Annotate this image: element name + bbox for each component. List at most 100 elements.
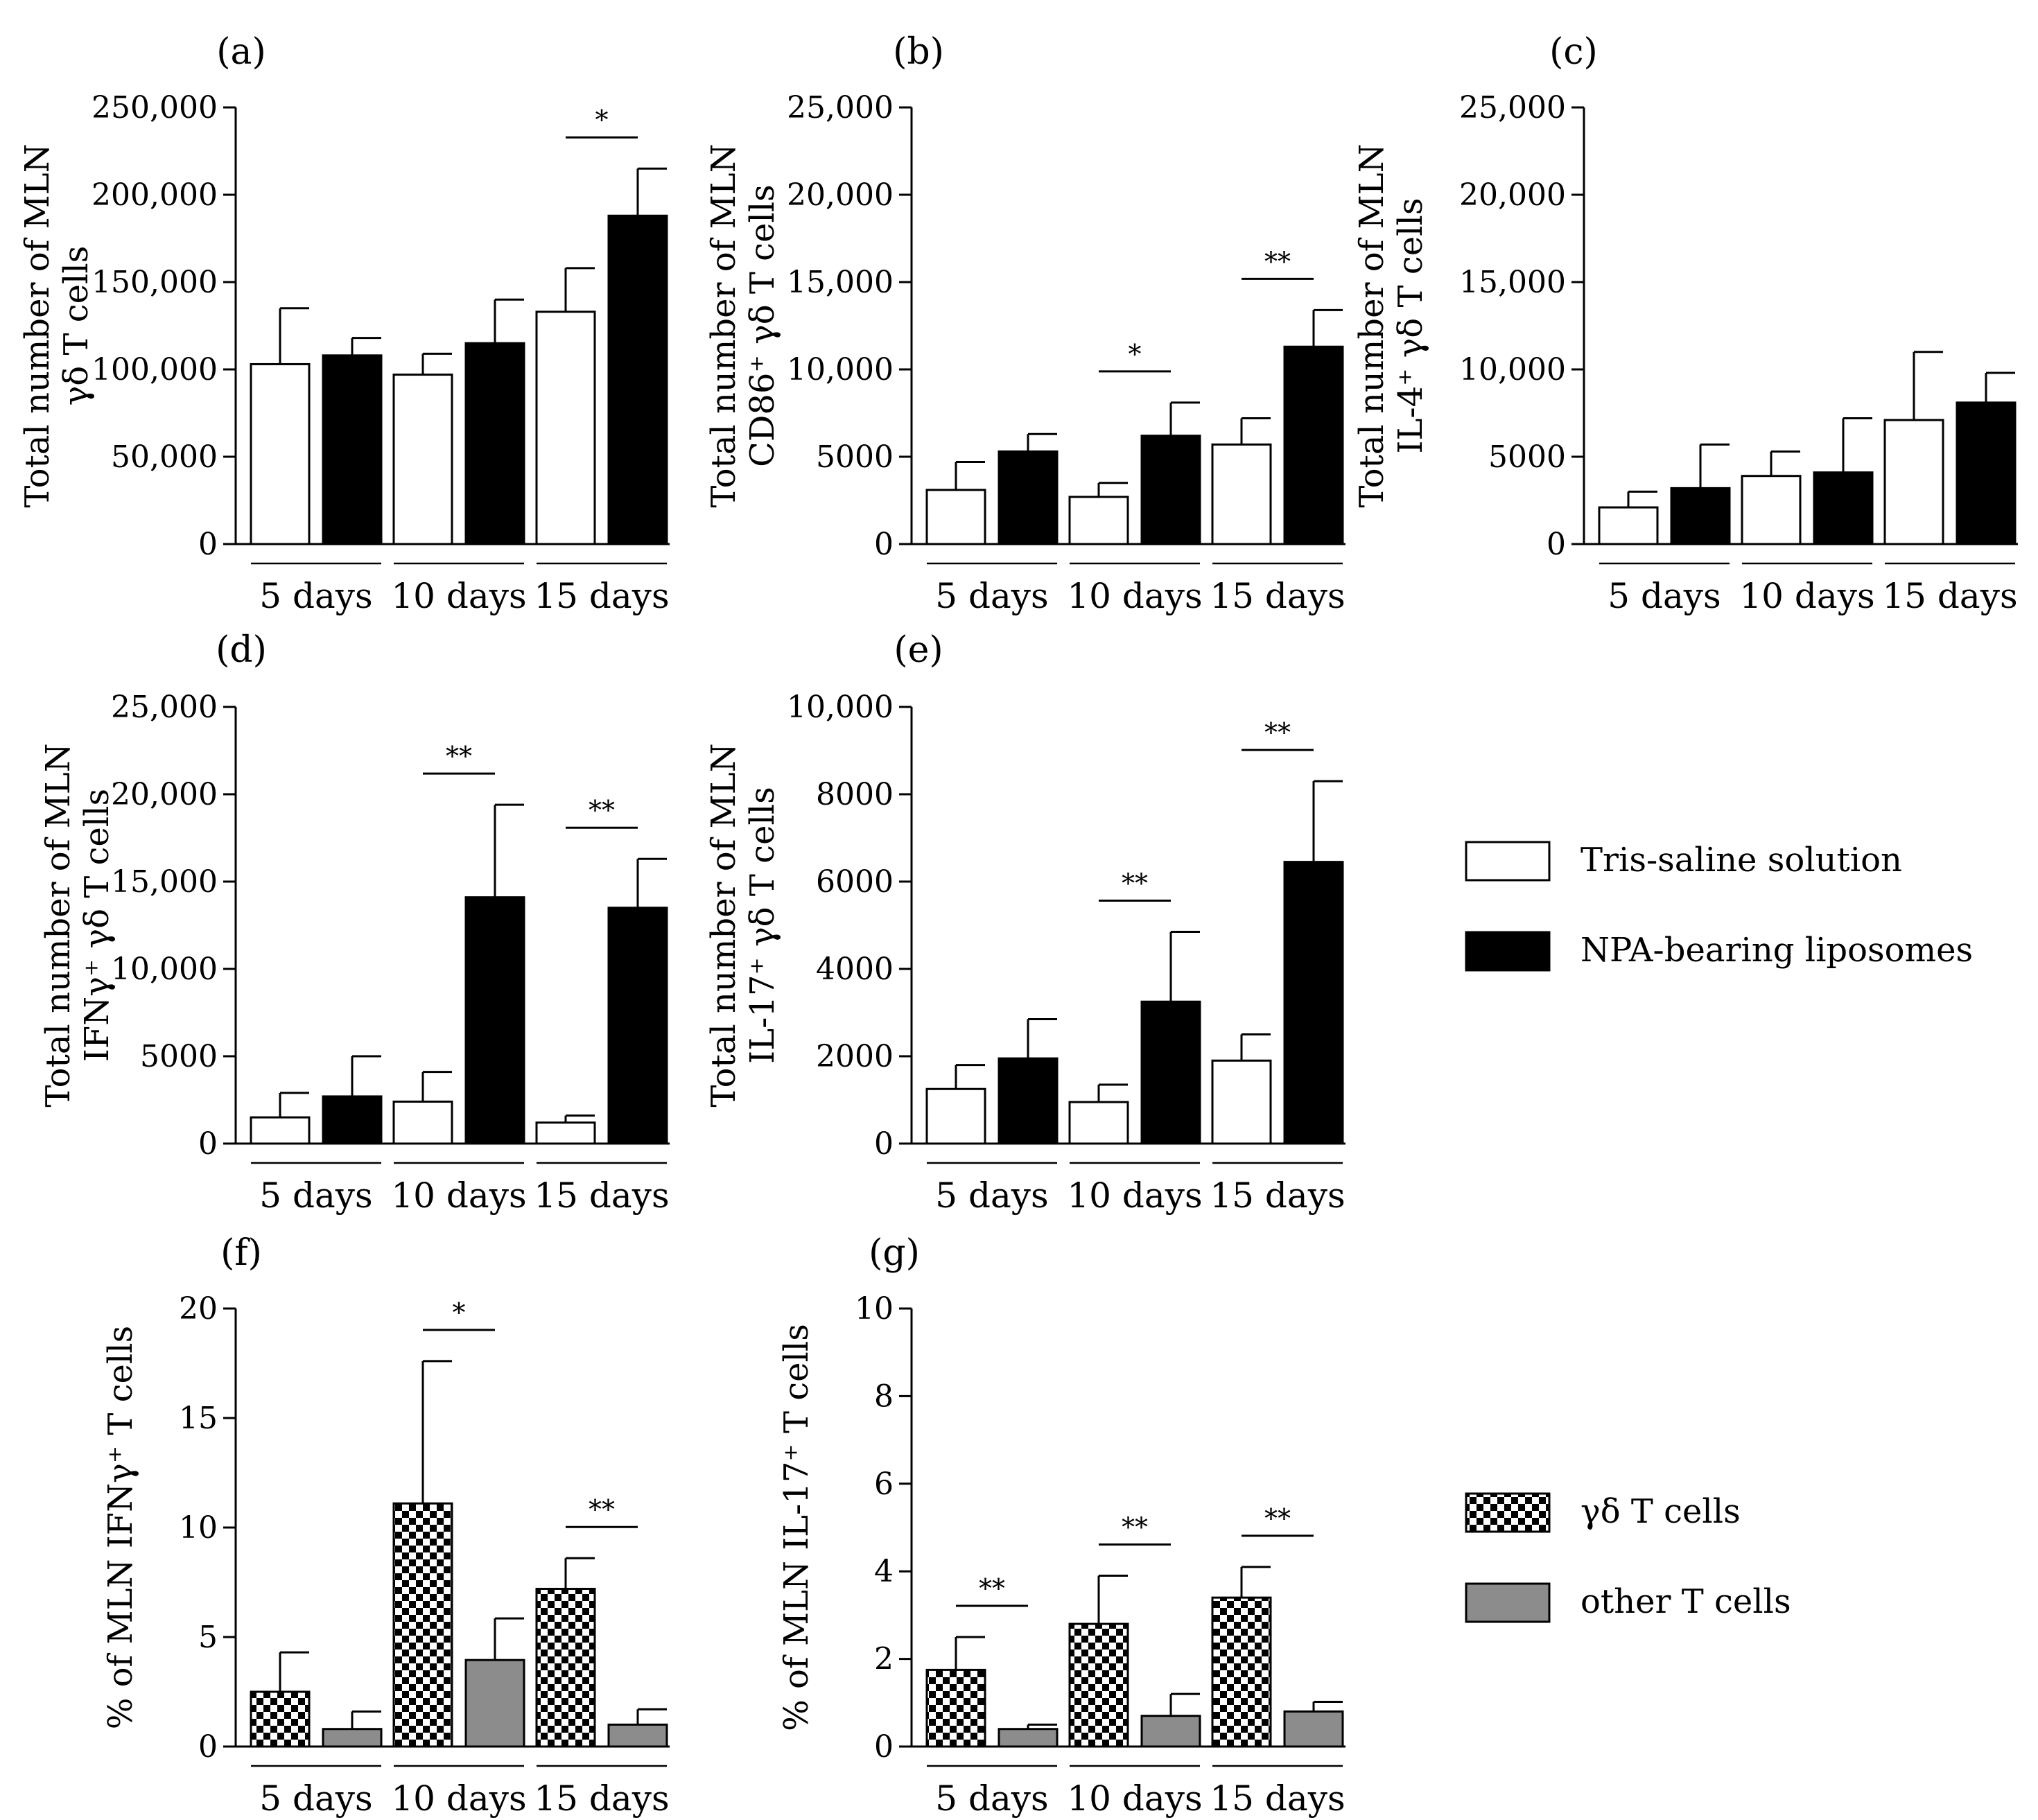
bar [998, 1728, 1059, 1748]
y-tick-label: 25,000 [787, 90, 894, 125]
bar [322, 1095, 383, 1145]
bar [1283, 861, 1344, 1145]
y-axis-title-line: Total number of MLN [39, 743, 78, 1107]
legend-label: Tris-saline solution [1580, 841, 1902, 880]
y-tick-label: 5000 [140, 1039, 218, 1074]
x-tick-label: 15 days [1882, 576, 2017, 616]
bar [464, 342, 525, 545]
y-tick-label: 0 [874, 1729, 894, 1765]
legend: Tris-saline solution NPA-bearing liposome… [1465, 841, 1973, 972]
bar [998, 450, 1059, 545]
bar [1956, 401, 2017, 545]
y-axis-title: Total number of MLNγδ T cells [18, 143, 96, 507]
y-tick-label: 250,000 [92, 90, 218, 125]
bar [925, 1087, 986, 1145]
bar [1598, 506, 1659, 545]
y-axis-title: Total number of MLNIFNγ⁺ γδ T cells [39, 743, 116, 1107]
y-tick-label: 15,000 [111, 864, 218, 900]
x-tick-label: 10 days [1067, 1175, 1202, 1216]
bar [1211, 1596, 1272, 1748]
bar [322, 354, 383, 545]
x-tick-label: 10 days [1067, 576, 1202, 616]
legend-swatch [1465, 841, 1551, 882]
significance-label: ** [979, 1573, 1005, 1604]
y-tick-label: 15,000 [787, 265, 894, 300]
bar [322, 1728, 383, 1748]
y-tick-label: 10,000 [787, 352, 894, 387]
bar [1140, 1000, 1201, 1145]
y-tick-label: 0 [874, 1126, 894, 1162]
y-tick-label: 0 [1547, 527, 1566, 562]
y-tick-label: 0 [198, 1729, 218, 1765]
x-tick-label: 10 days [1739, 576, 1874, 616]
y-axis-title: Total number of MLNCD86⁺ γδ T cells [704, 143, 782, 507]
legend-label: NPA-bearing liposomes [1580, 931, 1973, 970]
significance-label: ** [446, 741, 472, 771]
y-tick-label: 5000 [1488, 439, 1566, 475]
y-tick-label: 20,000 [1459, 177, 1566, 213]
y-tick-label: 20,000 [111, 777, 218, 812]
y-tick-label: 5000 [816, 439, 894, 475]
y-tick-label: 5 [198, 1620, 218, 1655]
bar [1068, 1101, 1129, 1145]
x-tick-label: 5 days [259, 1778, 372, 1819]
y-axis-title-line: Total number of MLN [18, 143, 57, 507]
x-tick-label: 5 days [259, 1175, 372, 1216]
x-tick-label: 15 days [1210, 576, 1345, 616]
panel-label: (a) [216, 31, 266, 73]
bar [250, 362, 311, 545]
x-tick-label: 15 days [1210, 1778, 1345, 1819]
y-axis-title-line: Total number of MLN [704, 143, 743, 507]
y-axis-title-line: γδ T cells [57, 246, 96, 406]
bar [1283, 345, 1344, 545]
x-tick-label: 15 days [1210, 1175, 1345, 1216]
bar [998, 1057, 1059, 1145]
y-tick-label: 25,000 [111, 690, 218, 725]
y-tick-label: 10 [855, 1291, 894, 1327]
panel-label: (d) [216, 629, 267, 671]
y-tick-label: 10,000 [111, 952, 218, 987]
bar [535, 1121, 596, 1145]
y-tick-label: 2000 [816, 1039, 894, 1074]
y-tick-label: 0 [874, 527, 894, 562]
bar [250, 1690, 311, 1748]
bar [925, 489, 986, 545]
y-tick-label: 8 [874, 1379, 894, 1414]
bar [535, 310, 596, 545]
significance-label: ** [1264, 1503, 1291, 1534]
bar [1211, 1059, 1272, 1145]
y-axis-title: % of MLN IL-17⁺ T cells [777, 1324, 816, 1731]
bar [607, 214, 668, 545]
y-tick-label: 15 [179, 1401, 218, 1436]
bar [1813, 471, 1874, 545]
x-tick-label: 5 days [935, 576, 1048, 616]
legend-swatch [1465, 931, 1551, 972]
x-tick-label: 10 days [391, 576, 526, 616]
x-tick-label: 5 days [935, 1175, 1048, 1216]
y-tick-label: 20,000 [787, 177, 894, 213]
legend-label: other T cells [1580, 1582, 1791, 1621]
significance-label: * [595, 105, 609, 135]
bar [1211, 443, 1272, 545]
y-axis-title-line: Total number of MLN [704, 743, 743, 1107]
significance-label: * [453, 1297, 466, 1328]
bar [1283, 1710, 1344, 1748]
bar [1741, 475, 1802, 545]
y-axis-title-line: % of MLN IFNγ⁺ T cells [101, 1326, 140, 1730]
y-tick-label: 6 [874, 1467, 894, 1502]
y-tick-label: 0 [198, 527, 218, 562]
y-axis-title-line: IL-4⁺ γδ T cells [1391, 198, 1430, 454]
legend: γδ T cells other T cells [1465, 1492, 1791, 1623]
y-tick-label: 6000 [816, 864, 894, 900]
bar [392, 1502, 453, 1748]
y-tick-label: 2 [874, 1642, 894, 1677]
bar [1068, 496, 1129, 545]
x-tick-label: 10 days [1067, 1778, 1202, 1819]
bar [607, 907, 668, 1145]
y-tick-label: 20 [179, 1291, 218, 1327]
y-tick-label: 10,000 [787, 690, 894, 725]
chart-panel: (c) 0 5000 10,000 15,000 20,000 25,000 Total nu… [1352, 31, 2018, 616]
